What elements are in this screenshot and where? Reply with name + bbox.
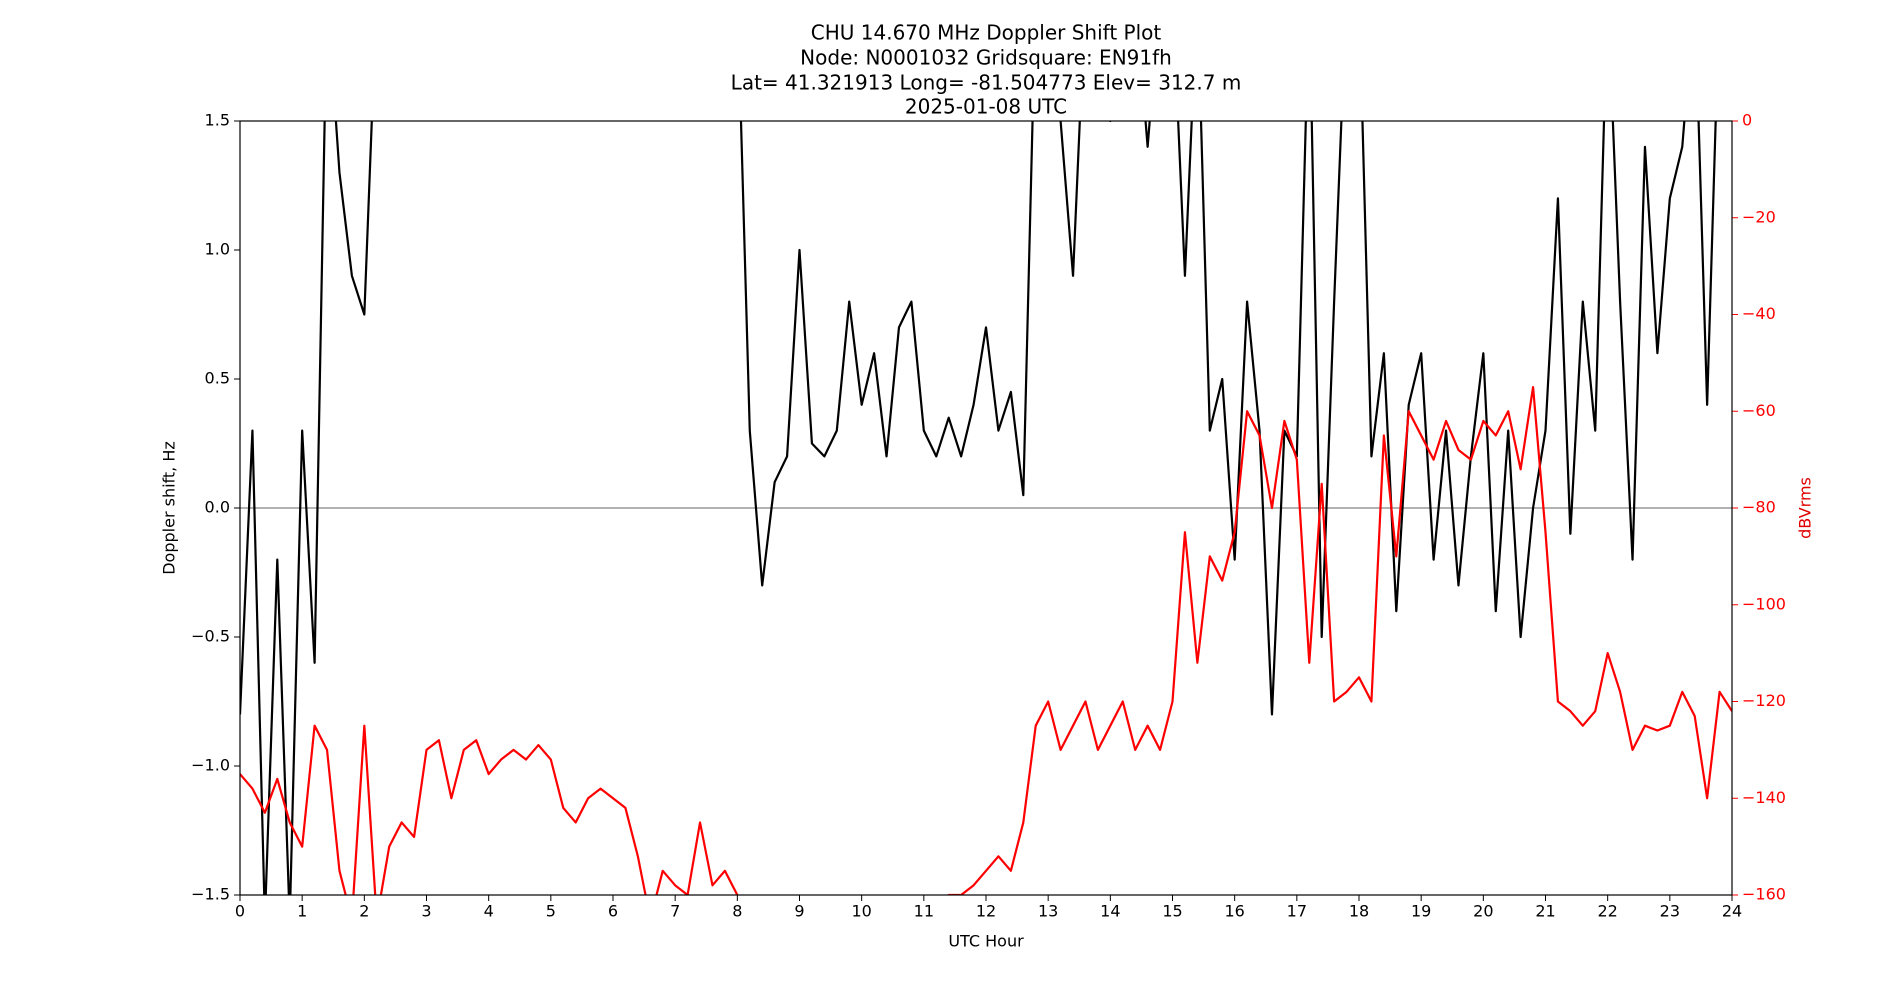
x-tick-label: 20 — [1473, 902, 1493, 921]
y-tick-label: 1.5 — [205, 111, 230, 130]
y-tick-label: −1.5 — [191, 885, 230, 904]
x-tick-label: 12 — [976, 902, 996, 921]
chart-subtitle: 2025-01-08 UTC — [905, 95, 1067, 119]
x-tick-label: 0 — [235, 902, 245, 921]
x-tick-label: 1 — [297, 902, 307, 921]
y2-tick-label: −60 — [1742, 401, 1776, 420]
x-tick-label: 24 — [1722, 902, 1742, 921]
x-tick-label: 18 — [1349, 902, 1369, 921]
x-tick-label: 14 — [1100, 902, 1120, 921]
x-tick-label: 22 — [1597, 902, 1617, 921]
y2-tick-label: −140 — [1742, 788, 1786, 807]
y2-tick-label: −120 — [1742, 691, 1786, 710]
x-tick-label: 9 — [794, 902, 804, 921]
chart-subtitle: Node: N0001032 Gridsquare: EN91fh — [800, 46, 1172, 70]
y2-axis-label: dBVrms — [1796, 477, 1815, 539]
x-tick-label: 8 — [732, 902, 742, 921]
y2-tick-label: −20 — [1742, 207, 1776, 226]
x-tick-label: 15 — [1162, 902, 1182, 921]
x-tick-label: 6 — [608, 902, 618, 921]
x-tick-label: 13 — [1038, 902, 1058, 921]
y2-tick-label: −160 — [1742, 885, 1786, 904]
x-tick-label: 3 — [421, 902, 431, 921]
x-tick-label: 16 — [1224, 902, 1244, 921]
y-tick-label: 0.5 — [205, 369, 230, 388]
plot-area — [240, 121, 1732, 895]
plot-frame — [239, 120, 1733, 896]
y2-tick-label: −100 — [1742, 594, 1786, 613]
x-tick-label: 10 — [851, 902, 871, 921]
y-tick-label: −1.0 — [191, 756, 230, 775]
x-tick-label: 7 — [670, 902, 680, 921]
y-axis-label: Doppler shift, Hz — [160, 441, 179, 575]
y-tick-label: 0.0 — [205, 498, 230, 517]
chart-title: CHU 14.670 MHz Doppler Shift Plot — [811, 21, 1162, 45]
x-tick-label: 19 — [1411, 902, 1431, 921]
x-tick-label: 21 — [1535, 902, 1555, 921]
y2-tick-label: 0 — [1742, 111, 1752, 130]
data-line — [240, 385, 1732, 895]
x-tick-label: 2 — [359, 902, 369, 921]
chart-subtitle: Lat= 41.321913 Long= -81.504773 Elev= 31… — [731, 71, 1242, 95]
x-tick-label: 11 — [914, 902, 934, 921]
x-tick-label: 5 — [546, 902, 556, 921]
x-axis-label: UTC Hour — [948, 932, 1024, 951]
data-line — [240, 121, 1717, 895]
y-tick-label: −0.5 — [191, 627, 230, 646]
y-tick-label: 1.0 — [205, 240, 230, 259]
x-tick-label: 23 — [1660, 902, 1680, 921]
y2-tick-label: −40 — [1742, 304, 1776, 323]
x-tick-label: 17 — [1287, 902, 1307, 921]
y2-tick-label: −80 — [1742, 498, 1776, 517]
x-tick-label: 4 — [484, 902, 494, 921]
